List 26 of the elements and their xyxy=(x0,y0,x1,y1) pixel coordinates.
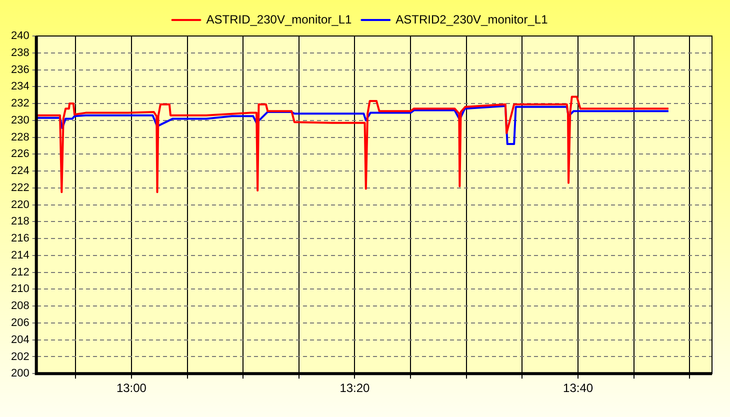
y-tick-label: 224 xyxy=(10,165,30,178)
y-tick-label: 234 xyxy=(10,80,30,93)
y-tick-label: 228 xyxy=(10,131,30,144)
y-tick-label: 218 xyxy=(10,216,30,228)
legend-label: ASTRID2_230V_monitor_L1 xyxy=(396,12,548,26)
y-tick-label: 240 xyxy=(10,30,30,42)
x-tick-label: 13:40 xyxy=(563,381,594,396)
y-tick-label: 214 xyxy=(10,249,30,262)
y-tick-label: 200 xyxy=(10,368,30,380)
y-tick-label: 238 xyxy=(10,46,30,59)
y-tick-label: 236 xyxy=(10,64,30,76)
x-tick-label: 13:00 xyxy=(116,381,147,396)
y-tick-label: 230 xyxy=(10,114,30,126)
legend-label: ASTRID_230V_monitor_L1 xyxy=(206,12,352,26)
y-tick-label: 206 xyxy=(10,316,30,329)
x-tick-label: 13:20 xyxy=(340,381,370,396)
y-tick-label: 220 xyxy=(10,198,30,211)
y-tick-label: 216 xyxy=(10,232,30,245)
y-tick-label: 232 xyxy=(10,98,30,110)
y-tick-label: 226 xyxy=(10,148,30,160)
y-tick-label: 222 xyxy=(10,182,30,194)
y-tick-label: 212 xyxy=(10,266,30,278)
y-tick-label: 204 xyxy=(10,334,30,346)
y-tick-label: 210 xyxy=(10,283,30,296)
y-tick-label: 208 xyxy=(10,300,30,312)
y-tick-label: 202 xyxy=(10,350,30,363)
